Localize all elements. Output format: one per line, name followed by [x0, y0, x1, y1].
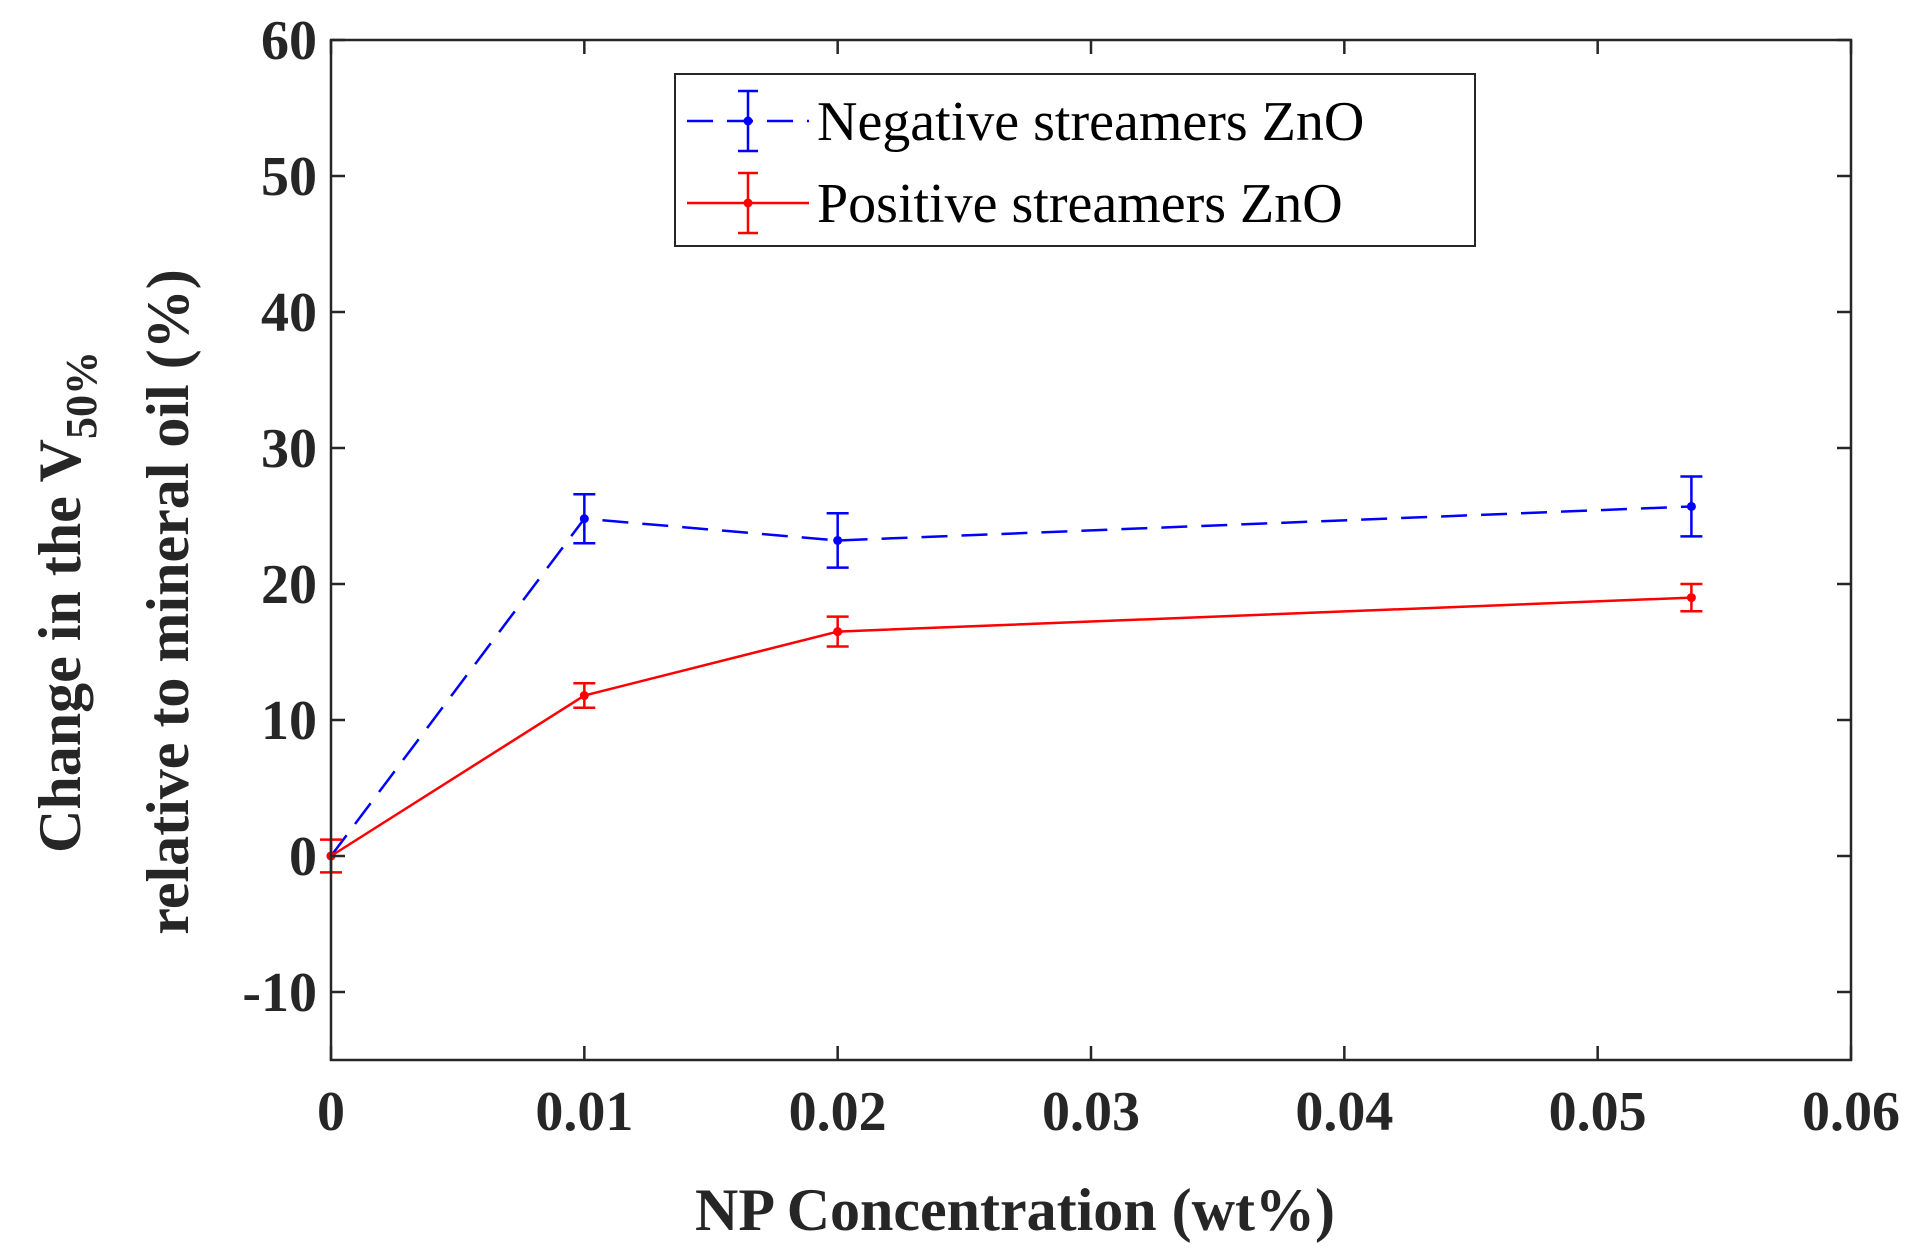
y-tick-label: 40 [261, 282, 317, 344]
legend-item: Positive streamers ZnO [687, 171, 1343, 235]
x-tick-label: 0.02 [789, 1081, 887, 1143]
x-tick-label: 0.05 [1549, 1081, 1647, 1143]
data-point [1686, 501, 1696, 511]
legend-item: Negative streamers ZnO [687, 89, 1364, 153]
axis-labels: NP Concentration (wt%) Change in the V50… [27, 269, 1335, 1243]
y-tick-label: 20 [261, 554, 317, 616]
y-tick-label: 60 [261, 10, 317, 72]
x-tick-label: 0.03 [1042, 1081, 1140, 1143]
x-axis-label: NP Concentration (wt%) [695, 1177, 1335, 1243]
legend-box [674, 73, 1476, 247]
x-tick-label: 0 [317, 1081, 345, 1143]
data-point [1686, 593, 1696, 603]
y-axis-label-line1: Change in the V50% [27, 351, 106, 853]
data-point [833, 627, 843, 637]
x-tick-label: 0.01 [535, 1081, 633, 1143]
data-point [579, 691, 589, 701]
legend-label: Positive streamers ZnO [817, 173, 1343, 235]
x-tick-label: 0.04 [1295, 1081, 1393, 1143]
x-tick-label: 0.06 [1802, 1081, 1900, 1143]
axes: 0 0.01 0.02 0.03 0.04 0.05 0.06-10010203040506… [242, 10, 1900, 1143]
y-tick-label: 50 [261, 146, 317, 208]
series-line [330, 505, 1692, 857]
legend-marker [743, 198, 753, 208]
series-line [330, 596, 1692, 858]
y-axis-label-subscript: 50% [57, 351, 106, 439]
y-tick-label: -10 [242, 962, 317, 1024]
data-point [833, 535, 843, 545]
data-point [579, 514, 589, 524]
legend-label: Negative streamers ZnO [817, 91, 1364, 153]
legend-marker [743, 116, 753, 126]
y-tick-label: 0 [289, 826, 317, 888]
legend: Negative streamers ZnO Positive streamers… [674, 73, 1476, 247]
y-axis-label-line2: relative to mineral oil (%) [135, 269, 201, 934]
y-axis-label-prefix: Change in the V [27, 439, 93, 853]
y-tick-label: 30 [261, 418, 317, 480]
y-tick-label: 10 [261, 690, 317, 752]
